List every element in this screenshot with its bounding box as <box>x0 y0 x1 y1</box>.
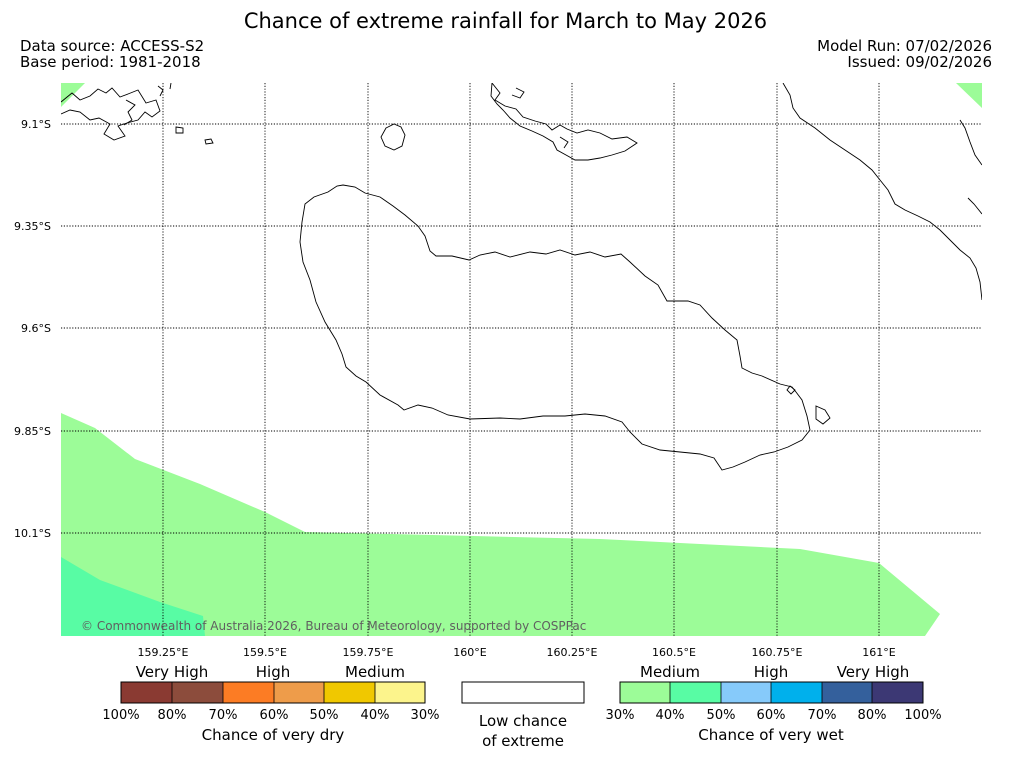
dry-legend-caption: Chance of very dry <box>202 726 345 744</box>
lon-label: 159.5°E <box>243 646 287 659</box>
malaita-coastline <box>782 83 982 301</box>
lon-label: 160.75°E <box>752 646 803 659</box>
dry-legend-header: High <box>256 663 290 681</box>
wet-legend-header: Very High <box>837 663 910 681</box>
wet-legend-header: Medium <box>640 663 700 681</box>
graticule <box>61 83 982 636</box>
savo-island-coastline <box>380 123 406 151</box>
wet-legend-caption: Chance of very wet <box>698 726 844 744</box>
wet-tick: 60% <box>757 708 786 723</box>
lat-label: 10.1°S <box>14 527 51 540</box>
wet-tick: 80% <box>858 708 887 723</box>
lat-label: 9.1°S <box>21 118 51 131</box>
dry-tick: 80% <box>158 708 187 723</box>
dry-tick: 100% <box>102 708 139 723</box>
malaita-east-coast <box>959 119 982 215</box>
lon-labels: 159.25°E 159.5°E 159.75°E 160°E 160.25°E… <box>138 646 896 659</box>
meta-right: Model Run: 07/02/2026 Issued: 09/02/2026 <box>817 38 992 70</box>
low-chance-swatch <box>461 681 585 704</box>
wet-legend: Medium High Very High 30% 40% 50% 60% 70… <box>606 663 942 744</box>
lon-label: 159.75°E <box>343 646 394 659</box>
dry-legend-header: Very High <box>136 663 209 681</box>
base-period-text: Base period: 1981-2018 <box>20 53 201 71</box>
lat-label: 9.35°S <box>14 220 51 233</box>
lon-label: 161°E <box>862 646 895 659</box>
low-chance-caption-1: Low chance <box>479 712 567 730</box>
dry-tick: 70% <box>209 708 238 723</box>
map-title: Chance of extreme rainfall for March to … <box>243 9 768 33</box>
dry-swatch <box>324 682 375 703</box>
issued-text: Issued: 09/02/2026 <box>847 53 992 71</box>
wet-legend-header: High <box>754 663 788 681</box>
data-source-text: Data source: ACCESS-S2 <box>20 37 205 55</box>
lat-label: 9.85°S <box>14 425 51 438</box>
dry-tick: 60% <box>260 708 289 723</box>
low-chance-legend: Low chance of extreme <box>461 681 585 750</box>
lon-label: 160.5°E <box>652 646 696 659</box>
wet-swatch <box>872 682 923 703</box>
florida-islands-detail <box>511 87 569 149</box>
dry-swatch <box>172 682 223 703</box>
dry-swatch <box>223 682 274 703</box>
lon-label: 159.25°E <box>138 646 189 659</box>
dry-swatch <box>375 682 425 703</box>
high-wet-region <box>61 557 205 636</box>
wet-swatch <box>670 682 721 703</box>
meta-left: Data source: ACCESS-S2 Base period: 1981… <box>20 38 204 70</box>
lat-label: 9.6°S <box>21 322 51 335</box>
lon-label: 160.25°E <box>547 646 598 659</box>
dry-legend: Very High High Medium 100% 80% 70% 60% 5… <box>102 663 439 744</box>
model-run-text: Model Run: 07/02/2026 <box>817 37 992 55</box>
small-islet-west <box>204 138 214 145</box>
lat-labels: 9.1°S 9.35°S 9.6°S 9.85°S 10.1°S <box>14 118 51 540</box>
low-chance-caption-2: of extreme <box>482 732 564 750</box>
wet-swatch <box>620 682 670 703</box>
dry-swatch <box>121 682 172 703</box>
small-islet-east-2 <box>786 385 796 395</box>
coastlines <box>61 83 982 471</box>
dry-tick: 50% <box>310 708 339 723</box>
copyright-credit: © Commonwealth of Australia 2026, Bureau… <box>81 619 586 633</box>
wet-tick: 70% <box>808 708 837 723</box>
russell-islands-detail <box>123 83 172 126</box>
wet-swatch <box>822 682 872 703</box>
dry-swatch <box>274 682 324 703</box>
dry-legend-header: Medium <box>345 663 405 681</box>
lon-label: 160°E <box>453 646 486 659</box>
guadalcanal-coastline <box>299 184 811 471</box>
medium-wet-corner-nw <box>61 83 85 107</box>
wet-swatch <box>771 682 822 703</box>
medium-wet-corner-ne <box>956 83 982 108</box>
wet-tick: 30% <box>606 708 635 723</box>
wet-tick: 100% <box>904 708 941 723</box>
small-islet-west-2 <box>175 126 184 134</box>
small-islet-east <box>815 405 831 425</box>
forecast-shading <box>61 83 982 636</box>
wet-swatch <box>721 682 771 703</box>
dry-tick: 30% <box>411 708 440 723</box>
wet-tick: 50% <box>707 708 736 723</box>
wet-tick: 40% <box>656 708 685 723</box>
russell-islands-coastline <box>61 87 161 141</box>
medium-wet-region <box>61 413 940 636</box>
florida-islands-coastline <box>490 83 638 161</box>
dry-tick: 40% <box>361 708 390 723</box>
